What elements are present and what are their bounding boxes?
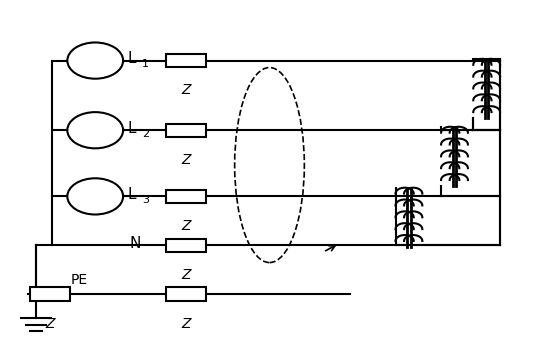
Bar (166, 190, 206, 203)
Text: L: L (127, 187, 136, 202)
Text: Z: Z (45, 317, 54, 331)
Bar (166, 54, 206, 67)
Text: N: N (129, 236, 140, 251)
Text: Z: Z (182, 83, 191, 97)
Bar (166, 124, 206, 137)
Bar (166, 287, 206, 300)
Text: Z: Z (182, 219, 191, 233)
Text: PE: PE (71, 273, 88, 287)
Text: Z: Z (182, 153, 191, 167)
Text: L: L (127, 121, 136, 136)
Text: Z: Z (182, 317, 191, 331)
Text: 3: 3 (142, 195, 149, 205)
Text: Z: Z (182, 268, 191, 282)
Text: 2: 2 (142, 129, 149, 139)
Text: L: L (127, 51, 136, 66)
Text: 1: 1 (142, 59, 149, 69)
Bar (166, 239, 206, 252)
Bar (30, 287, 70, 300)
